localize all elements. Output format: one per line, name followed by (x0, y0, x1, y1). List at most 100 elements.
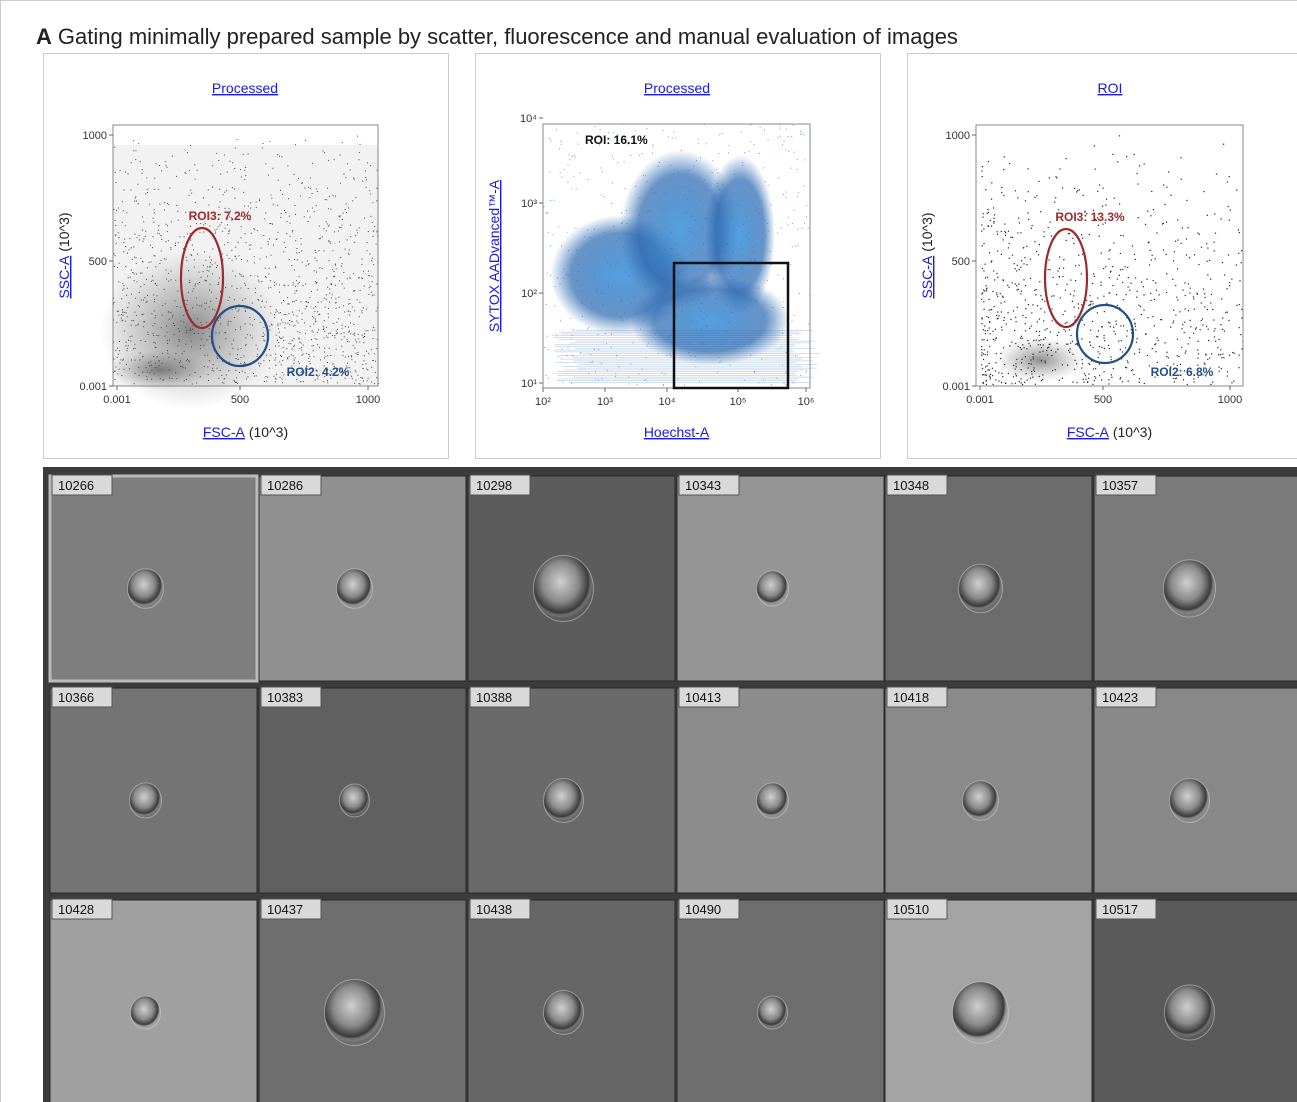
cloud-dot (1020, 383, 1021, 384)
image-tile[interactable]: 10517 (1094, 899, 1297, 1102)
cloud-dot (1108, 258, 1109, 259)
cloud-dot (217, 265, 218, 266)
cloud-dot (1074, 290, 1075, 291)
cloud-dot (595, 372, 596, 373)
cloud-dot (676, 255, 677, 256)
cloud-dot (1143, 310, 1144, 311)
cloud-dot (375, 372, 376, 373)
image-tile[interactable]: 10286 (259, 475, 466, 681)
cloud-dot (700, 268, 701, 269)
cloud-dot (209, 360, 210, 361)
cloud-dot (984, 290, 985, 291)
cloud-dot (213, 364, 214, 365)
cloud-dot (1230, 210, 1231, 211)
image-tile[interactable]: 10423 (1094, 687, 1297, 893)
cloud-dot (200, 223, 201, 224)
cloud-dot (135, 373, 136, 374)
cloud-dot (1193, 381, 1194, 382)
cell (130, 783, 162, 818)
cloud-dot (350, 323, 351, 324)
cloud-dot (1021, 359, 1022, 360)
cloud-dot (984, 325, 985, 326)
image-tile[interactable]: 10438 (468, 899, 675, 1102)
image-tile[interactable]: 10437 (259, 899, 466, 1102)
tile-id: 10383 (267, 690, 303, 705)
cloud-dot (639, 215, 640, 216)
cloud-dot (1049, 344, 1050, 345)
image-tile[interactable]: 10298 (468, 475, 675, 681)
cloud-dot (162, 315, 163, 316)
cloud-dot (154, 323, 155, 324)
cloud-dot (170, 247, 171, 248)
cloud-dot (355, 370, 356, 371)
image-tile[interactable]: 10348 (885, 475, 1092, 681)
cloud-dot (576, 188, 577, 189)
cloud-dot (142, 216, 143, 217)
cloud-dot (1113, 368, 1114, 369)
cloud-dot (1039, 335, 1040, 336)
image-tile[interactable]: 10490 (677, 899, 884, 1102)
y-axis-link[interactable]: SYTOX AADvanced™-A (486, 179, 502, 332)
cloud-dot (983, 228, 984, 229)
cloud-dot (201, 277, 202, 278)
cloud-dot (343, 272, 344, 273)
plot-title[interactable]: Processed (212, 80, 278, 96)
cloud-dot (576, 250, 577, 251)
cloud-dot (316, 205, 317, 206)
image-tile[interactable]: 10357 (1094, 475, 1297, 681)
cloud-dot (309, 217, 310, 218)
y-axis-link[interactable]: SSC-A (56, 255, 72, 298)
cloud-dot (359, 341, 360, 342)
cloud-dot (1002, 376, 1003, 377)
cloud-dot (703, 319, 704, 320)
cloud-dot (345, 177, 346, 178)
cloud-dot (1022, 344, 1023, 345)
image-tile[interactable]: 10388 (468, 687, 675, 893)
cloud-dot (1029, 328, 1030, 329)
image-tile[interactable]: 10510 (885, 899, 1092, 1102)
cloud-dot (324, 152, 325, 153)
image-tile[interactable]: 10366 (50, 687, 257, 893)
cloud-dot (217, 368, 218, 369)
cloud-dot (292, 340, 293, 341)
cloud-dot (326, 294, 327, 295)
cloud-dot (219, 225, 220, 226)
cloud-dot (335, 298, 336, 299)
image-tile[interactable]: 10418 (885, 687, 1092, 893)
cloud-dot (664, 228, 665, 229)
cloud-dot (238, 311, 239, 312)
cloud-dot (308, 354, 309, 355)
cloud-dot (1200, 329, 1201, 330)
cloud-dot (366, 351, 367, 352)
cloud-dot (983, 213, 984, 214)
image-tile[interactable]: 10383 (259, 687, 466, 893)
image-tile[interactable]: 10428 (50, 899, 257, 1102)
cloud-dot (1158, 294, 1159, 295)
cloud-dot (1108, 322, 1109, 323)
cloud-dot (252, 303, 253, 304)
cloud-dot (281, 378, 282, 379)
cloud-dot (1210, 302, 1211, 303)
cloud-dot (985, 330, 986, 331)
y-axis-link[interactable]: SSC-A (919, 255, 935, 298)
cloud-dot (790, 264, 791, 265)
cloud-dot (339, 307, 340, 308)
cloud-dot (329, 289, 330, 290)
cloud-dot (200, 376, 201, 377)
plot-title[interactable]: Processed (644, 80, 710, 96)
cloud-dot (1141, 314, 1142, 315)
cloud-dot (234, 299, 235, 300)
y-tick-label: 0.001 (79, 381, 107, 393)
cloud-dot (1085, 375, 1086, 376)
image-tile[interactable]: 10266 (50, 475, 257, 681)
cloud-dot (1156, 232, 1157, 233)
cloud-streak (552, 335, 792, 336)
image-tile[interactable]: 10413 (677, 687, 884, 893)
cloud-dot (1139, 378, 1140, 379)
x-axis-link[interactable]: FSC-A (1067, 424, 1110, 440)
cloud-dot (243, 276, 244, 277)
x-axis-link[interactable]: FSC-A (203, 424, 246, 440)
image-tile[interactable]: 10343 (677, 475, 884, 681)
plot-title[interactable]: ROI (1098, 80, 1123, 96)
x-axis-link[interactable]: Hoechst-A (644, 424, 710, 440)
